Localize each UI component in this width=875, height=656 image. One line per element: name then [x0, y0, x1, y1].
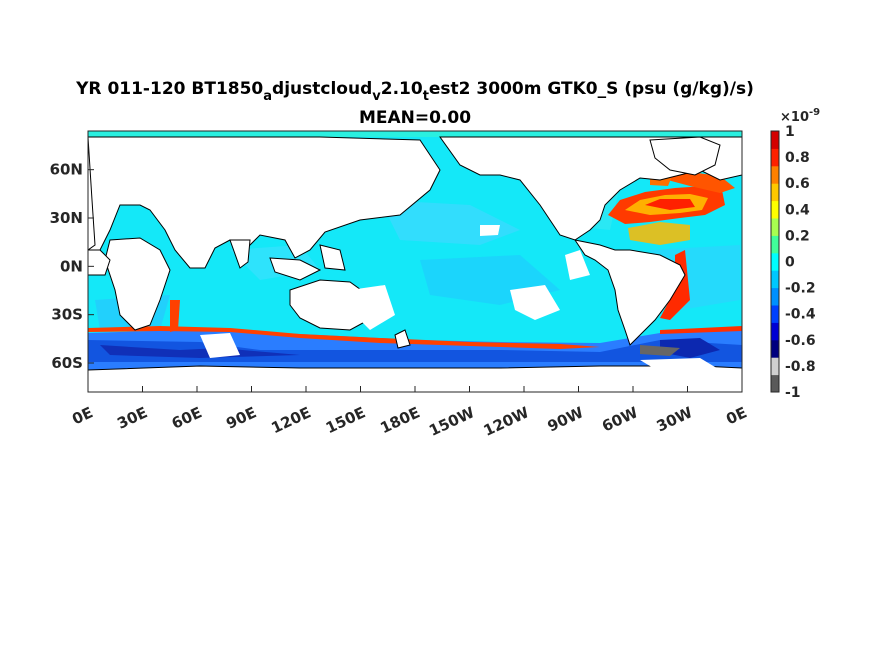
land-masses: [88, 136, 742, 392]
chart-title: YR 011-120 BT1850adjustcloudv2.10test2 3…: [75, 79, 754, 104]
colorbar-segment: [771, 305, 779, 323]
colorbar-tick-label: -0.6: [785, 333, 816, 349]
title-part: est2 3000m GTK0_S (psu (g/kg)/s): [429, 79, 754, 99]
arctic-band: [88, 131, 742, 137]
colorbar-tick-label: -0.8: [785, 359, 816, 375]
x-tick-label: 150E: [323, 403, 368, 437]
colorbar-frame: [770, 130, 780, 393]
colorbar-segment: [771, 270, 779, 289]
colorbar-segment: [771, 218, 779, 236]
colorbar-tick-label: 0.6: [785, 176, 810, 192]
x-tick-label: 60E: [169, 403, 205, 432]
title-part: 2.10: [381, 79, 423, 99]
colorbar-segment: [771, 235, 779, 254]
colorbar-tick-label: -0.2: [785, 281, 816, 297]
colorbar-tick-label: 0.2: [785, 228, 810, 244]
x-tick-label: 0E: [69, 403, 95, 428]
x-axis: 0E 30E 60E 90E 120E 150E 180E 150W 120W 90W 60W 30W…: [69, 386, 750, 440]
colorbar-tick-label: -0.4: [785, 307, 816, 323]
colorbar-tick-label: 0.8: [785, 150, 810, 166]
map-plot-area: [88, 131, 742, 392]
colorbar-segment: [771, 339, 779, 358]
x-tick-label: 0E: [723, 403, 749, 428]
colorbar-tick-label: -1: [785, 385, 801, 401]
title-part: t: [423, 89, 429, 104]
colorbar-segment: [771, 322, 779, 341]
colorbar-segment: [771, 183, 779, 202]
y-tick-label: 60N: [50, 161, 83, 179]
colorbar-segment: [771, 200, 779, 219]
colorbar-ticks: 1 0.8 0.6 0.4 0.2 0 -0.2 -0.4 -0.6 -0.8 -1: [785, 124, 816, 401]
colorbar-segment: [771, 357, 779, 376]
colorbar-segment: [771, 165, 779, 184]
colorbar-segment: [771, 252, 779, 271]
southern-ocean-band: [88, 326, 742, 372]
no-data-patches: [118, 225, 720, 372]
chart-subtitle: MEAN=0.00: [359, 108, 471, 128]
x-tick-label: 90E: [223, 403, 259, 432]
y-tick-label: 30S: [51, 306, 83, 324]
title-part: a: [263, 89, 272, 104]
x-tick-label: 90W: [545, 403, 587, 435]
colorbar-segment: [771, 148, 779, 167]
x-tick-label: 30W: [654, 403, 696, 435]
x-tick-label: 60W: [599, 403, 641, 435]
y-tick-label: 60S: [51, 354, 83, 372]
x-tick-label: 30E: [114, 403, 150, 432]
land-antarctica: [88, 365, 742, 392]
title-part: YR 011-120 BT1850: [75, 79, 263, 99]
title-part: djustcloud: [272, 79, 372, 99]
colorbar-tick-label: 0: [785, 255, 795, 271]
colorbar-tick-label: 0.4: [785, 202, 810, 218]
x-tick-label: 180E: [377, 403, 422, 437]
x-tick-label: 120E: [268, 403, 313, 437]
colorbar-tick-label: 1: [785, 124, 795, 140]
colorbar-exponent: ×10-9: [780, 107, 820, 125]
colorbar: [770, 130, 780, 393]
colorbar-segment: [771, 287, 779, 306]
y-tick-label: 30N: [50, 209, 83, 227]
x-tick-label: 150W: [426, 403, 477, 440]
colorbar-segment: [771, 131, 779, 149]
title-part: v: [372, 89, 381, 104]
x-tick-label: 120W: [481, 403, 532, 440]
y-tick-label: 0N: [60, 257, 83, 275]
y-axis: 60N 30N 0N 30S 60S: [50, 161, 94, 372]
colorbar-segment: [771, 374, 779, 393]
